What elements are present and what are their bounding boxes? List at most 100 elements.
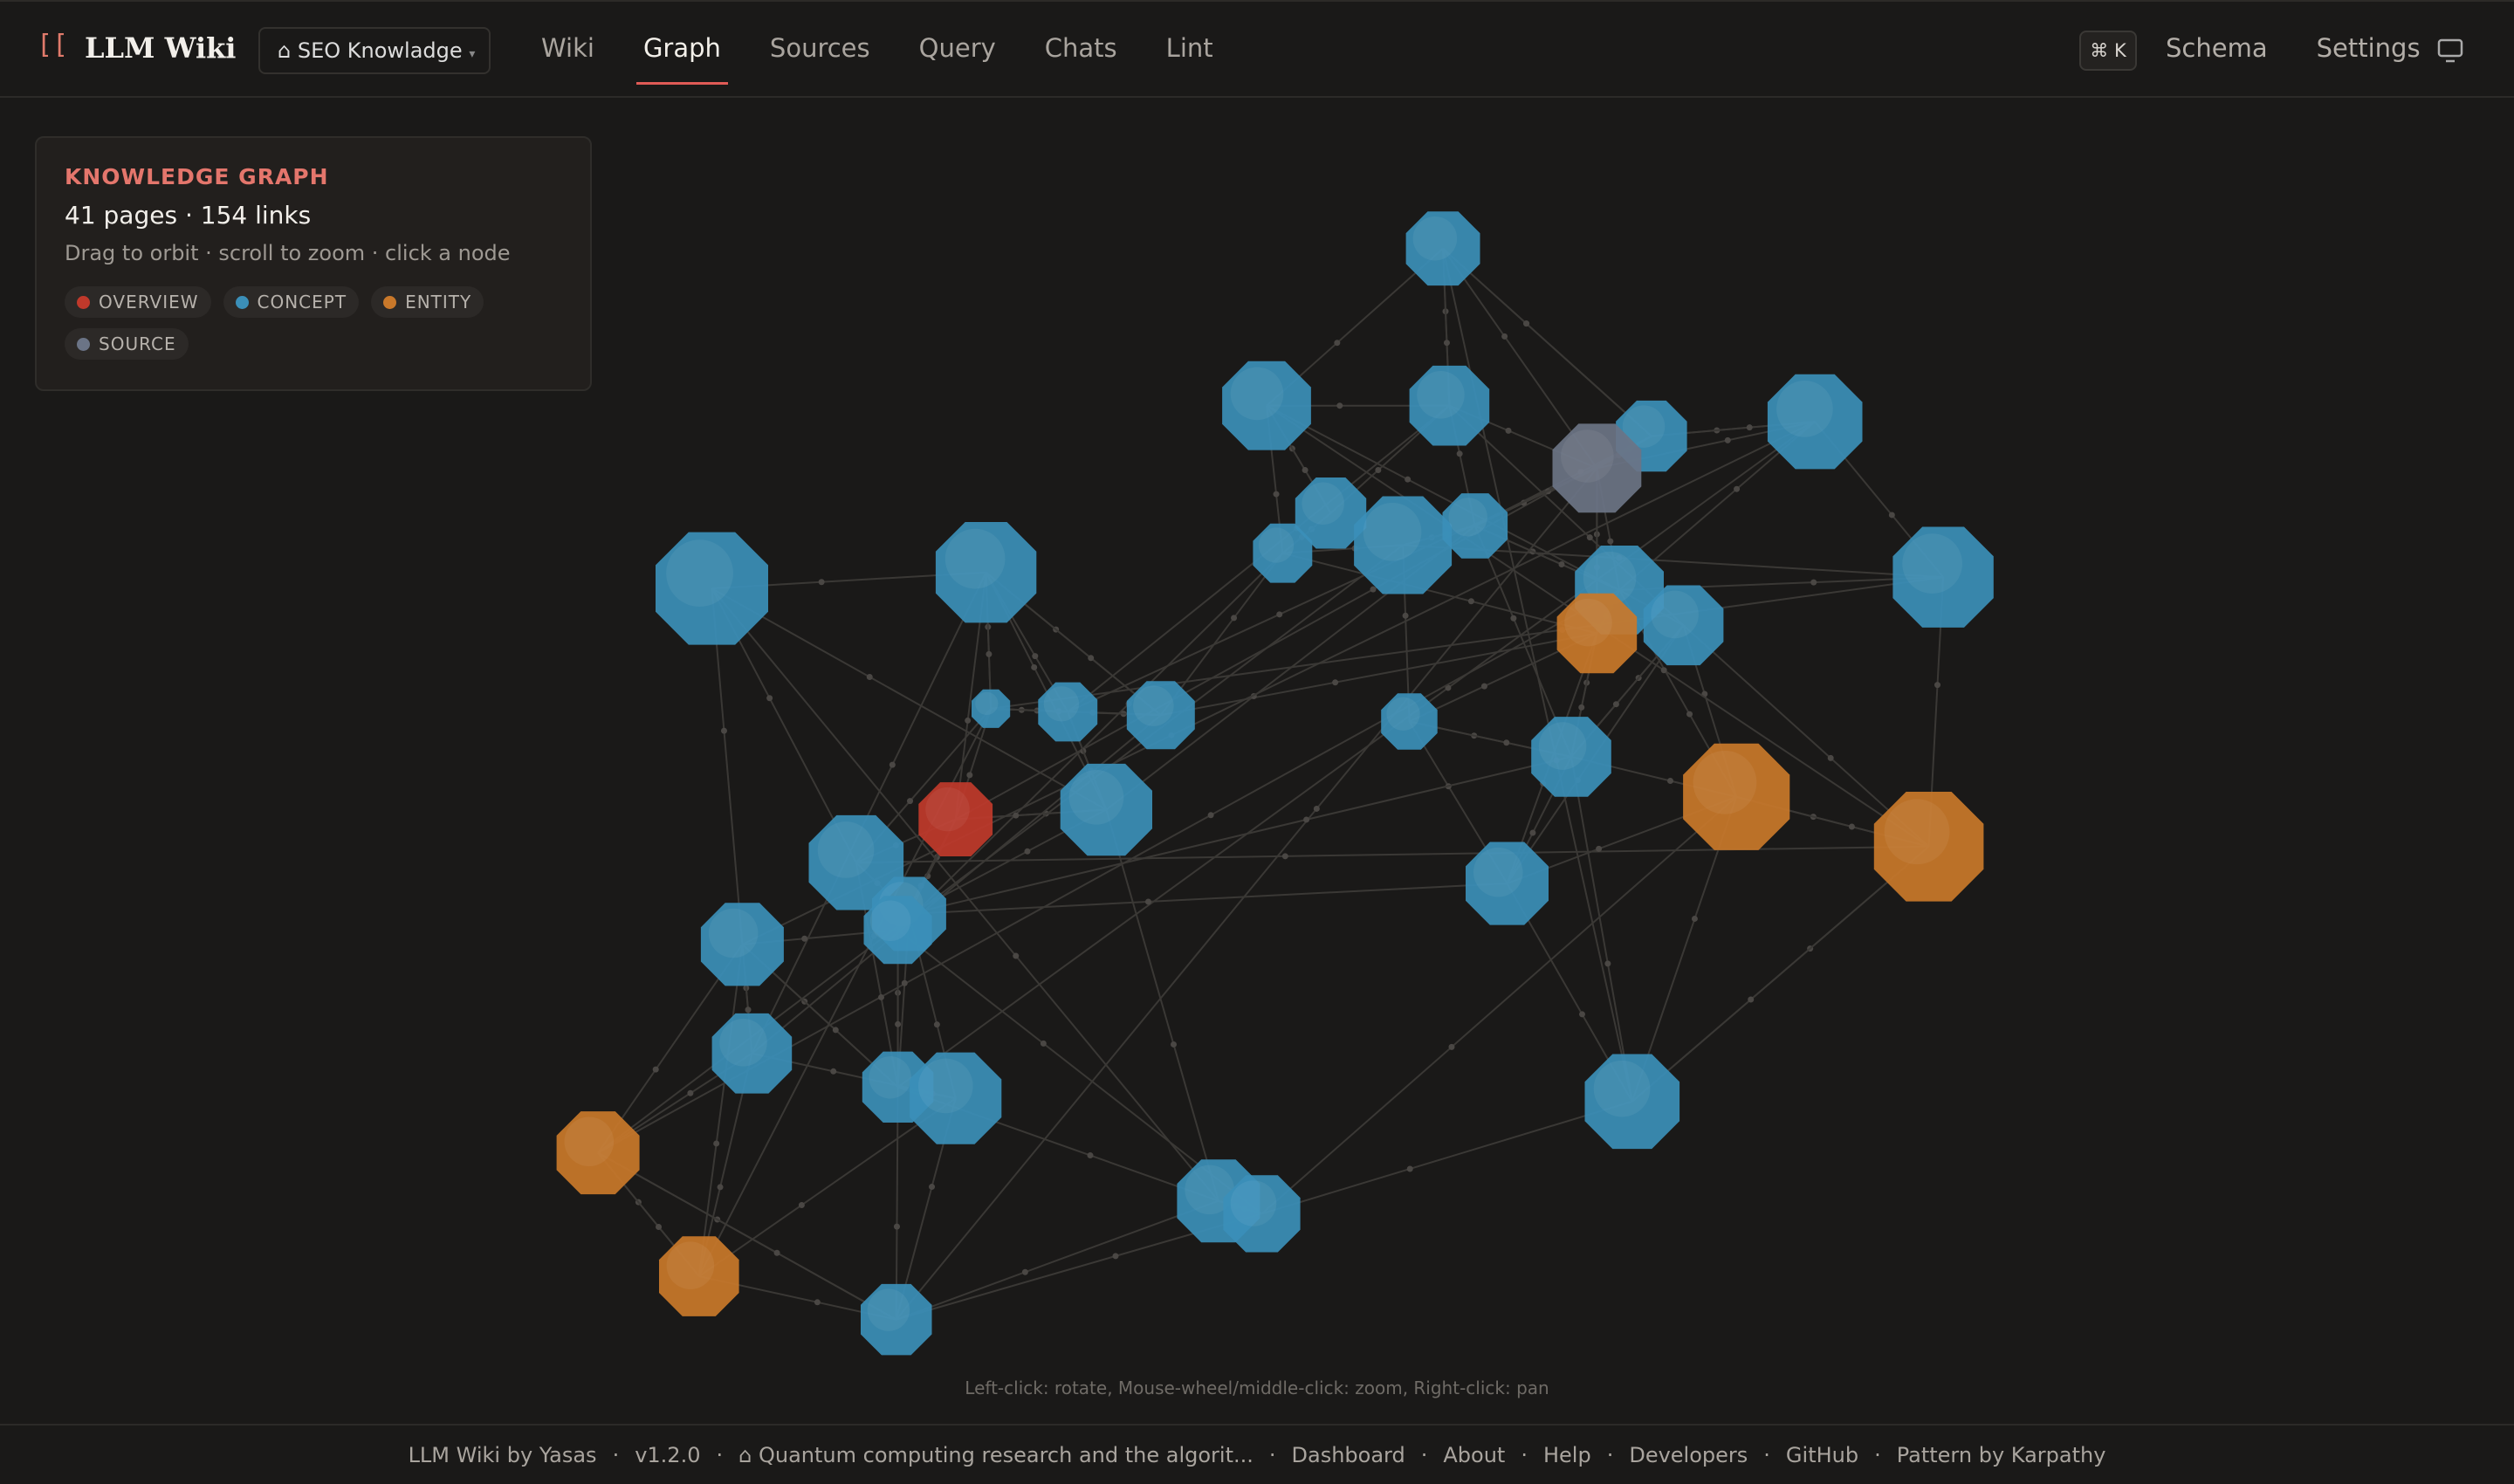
separator: · [716,1442,724,1467]
graph-node[interactable] [711,1013,793,1094]
workspace-selector[interactable]: ⌂ SEO Knowladge ▾ [258,27,491,74]
graph-edge [909,755,1572,915]
graph-node[interactable] [861,1283,932,1356]
graph-node[interactable] [1556,593,1638,674]
footer-link[interactable]: About [1443,1442,1506,1467]
edge-particle [818,579,825,586]
edge-particle [1273,491,1280,498]
graph-edge [1067,467,1597,713]
graph-edge [597,944,744,1154]
node-highlight [1043,686,1080,722]
edge-particle [1032,653,1039,660]
nav-link[interactable]: Graph [635,33,728,85]
logo[interactable]: LLM Wiki [85,31,237,65]
graph-node[interactable] [1060,763,1152,856]
graph-node[interactable] [1223,1175,1301,1253]
node-highlight [1593,1060,1651,1117]
edge-particle [1558,561,1565,568]
node-highlight [1538,722,1587,770]
graph-node[interactable] [1643,585,1724,666]
edge-particle [1013,812,1020,819]
graph-node[interactable] [1253,523,1313,583]
graph-node[interactable] [972,689,1011,728]
nav-link[interactable]: Lint [1165,33,1213,63]
graph-node[interactable] [863,896,932,965]
graph-node[interactable] [556,1111,640,1195]
graph-node[interactable] [1466,842,1549,925]
graph-node[interactable] [1683,743,1790,850]
graph-node[interactable] [659,1236,739,1316]
nav-link[interactable]: Settings [2316,33,2421,63]
graph-node[interactable] [1222,361,1311,450]
graph-node[interactable] [1405,211,1480,286]
node-highlight [925,787,970,832]
legend-chip: ENTITY [371,286,484,318]
footer-link[interactable]: Dashboard [1291,1442,1405,1467]
graph-edge [895,1087,899,1320]
edge-particle [1332,679,1339,686]
node-highlight [1448,498,1487,537]
graph-node[interactable] [700,903,784,986]
legend-dot [77,337,90,351]
graph-node[interactable] [1552,423,1642,513]
edge-particle [1013,952,1020,959]
panel-title: KNOWLEDGE GRAPH [65,164,329,189]
display-icon[interactable] [2437,38,2463,63]
edge-particle [1445,684,1452,691]
graph-node[interactable] [1038,682,1098,742]
graph-node[interactable] [1584,1054,1680,1150]
graph-node[interactable] [1126,681,1195,750]
nav-link[interactable]: Sources [769,33,870,63]
edge-particle [1448,1043,1455,1050]
legend-dot [77,295,90,309]
edge-particle [966,772,973,779]
graph-edge [855,845,1929,864]
graph-node[interactable] [1442,493,1508,559]
graph-node[interactable] [1767,374,1863,470]
node-highlight [1561,429,1614,483]
nav-link[interactable]: Wiki [541,33,594,63]
edge-particle [1667,777,1674,784]
graph-node[interactable] [1873,792,1984,902]
separator: · [1268,1442,1276,1467]
nav: Wiki Graph Sources Query Chats Lint [541,33,1213,85]
graph-node[interactable] [1354,496,1453,594]
edge-particle [866,673,873,680]
edge-particle [713,1140,720,1147]
graph-node[interactable] [1892,526,1994,628]
node-highlight [1230,1180,1277,1226]
graph-node[interactable] [656,532,768,645]
legend-label: CONCEPT [257,292,347,313]
graph-node[interactable] [808,814,904,910]
nav-link[interactable]: Query [918,33,996,63]
shortcut[interactable]: ⌘ K [2079,31,2137,71]
panel-hint: Drag to orbit · scroll to zoom · click a… [65,241,511,265]
nav-link[interactable]: Schema [2166,33,2268,63]
footer-link[interactable]: Help [1542,1442,1591,1467]
node-highlight [867,1288,910,1331]
graph-edge [896,1199,1219,1321]
edge-particle [1276,611,1283,618]
graph-edge [1682,624,1930,848]
edge-particle [1170,1041,1177,1048]
footer-link[interactable]: Developers [1629,1442,1748,1467]
footer-link[interactable]: Pattern by Karpathy [1896,1442,2106,1467]
edge-particle [1336,402,1343,409]
graph-node[interactable] [1295,477,1367,549]
graph-node[interactable] [1381,693,1438,750]
graph-node[interactable] [1409,365,1490,446]
node-highlight [708,908,759,958]
graph-node[interactable] [910,1052,1002,1144]
node-highlight [666,539,733,608]
node-highlight [975,691,999,716]
footer-link: ⌂ Quantum computing research and the alg… [738,1442,1254,1467]
graph-node[interactable] [918,782,993,856]
footer-link[interactable]: GitHub [1785,1442,1859,1467]
nav-link[interactable]: Chats [1044,33,1117,63]
graph-edge [711,587,744,945]
graph-edge [1282,552,1597,635]
graph-node[interactable] [1531,717,1611,797]
graph-node[interactable] [935,522,1037,623]
edge-particle [1505,427,1512,434]
